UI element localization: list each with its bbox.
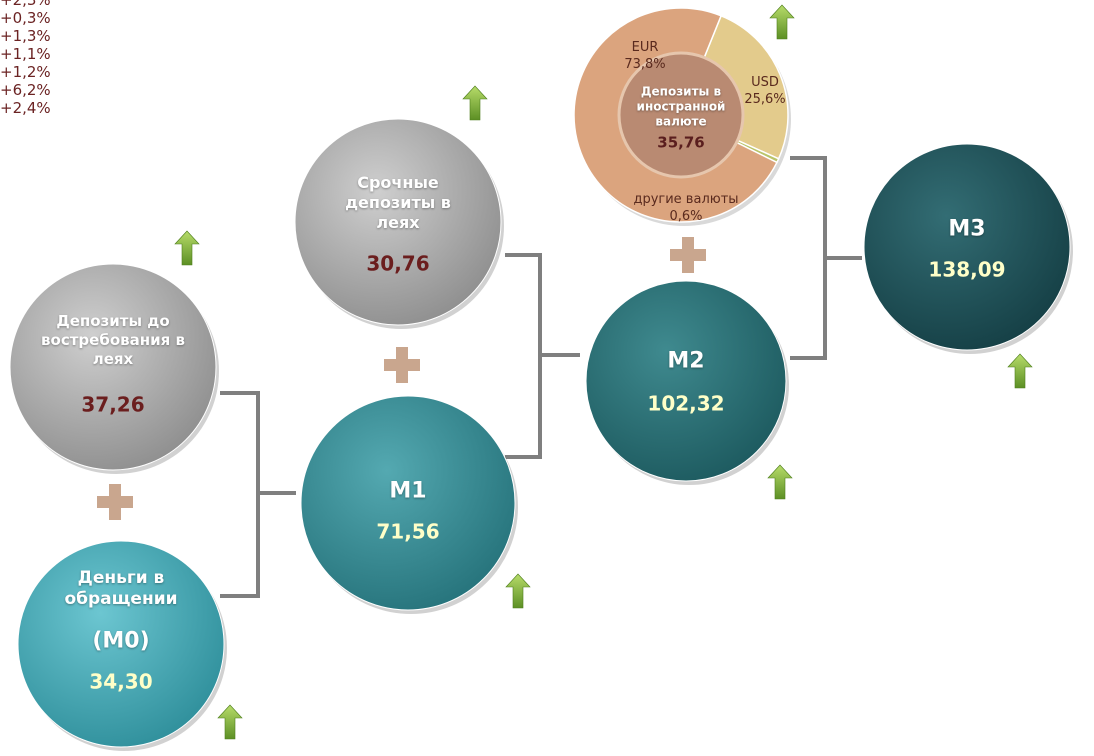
node-label: M1 [389,478,427,504]
up-arrow [767,464,793,500]
change-label: +1,1% [0,45,51,63]
segment-value: 73,8% [624,57,666,73]
node-value: 71,56 [376,519,440,544]
plus-signs [97,237,706,520]
change-label: +2,3% [0,0,51,9]
node-code: (M0) [92,628,150,654]
node-label: Срочные депозиты в леях [345,173,451,232]
node-circle [863,143,1071,351]
bracket [790,156,862,360]
segment-name: EUR [631,40,659,56]
node-label: M3 [948,216,986,242]
node-value: 35,76 [657,133,705,152]
segment-value: 25,6% [744,92,786,108]
plus [670,237,706,273]
node-circle [300,395,516,611]
up-arrow [462,85,488,121]
up-arrow [217,704,243,740]
node-value: 37,26 [81,392,145,417]
node-circle [17,540,225,748]
node-value: 138,09 [928,257,1006,282]
bracket [220,391,268,598]
node-label: M2 [667,348,705,374]
donut-hole [617,51,745,179]
bracket [505,253,580,459]
node-value: 34,30 [89,669,153,694]
node-value: 30,76 [366,251,430,276]
segment-name: USD [751,75,779,91]
up-arrow [1007,353,1033,389]
change-label: +1,3% [0,27,51,45]
segment-value: 0,6% [669,209,703,225]
segment-name: другие валюты [633,192,739,208]
change-label: +0,3% [0,9,51,27]
plus [97,484,133,520]
up-arrow [769,4,795,40]
node-circle [9,263,217,471]
up-arrow [505,573,531,609]
node-value: 102,32 [647,391,725,416]
up-arrow [174,230,200,266]
change-label: +1,2% [0,63,51,81]
node-label: Деньги в обращении [64,567,178,609]
plus [384,347,420,383]
brackets [220,156,862,598]
node-label: Депозиты в иностранной валюте [636,84,726,129]
change-label: +2,4% [0,99,51,117]
node-circle [585,280,787,482]
node-circle [294,118,502,326]
change-label: +6,2% [0,81,51,99]
node-label: Депозиты до востребования в леях [41,311,185,368]
